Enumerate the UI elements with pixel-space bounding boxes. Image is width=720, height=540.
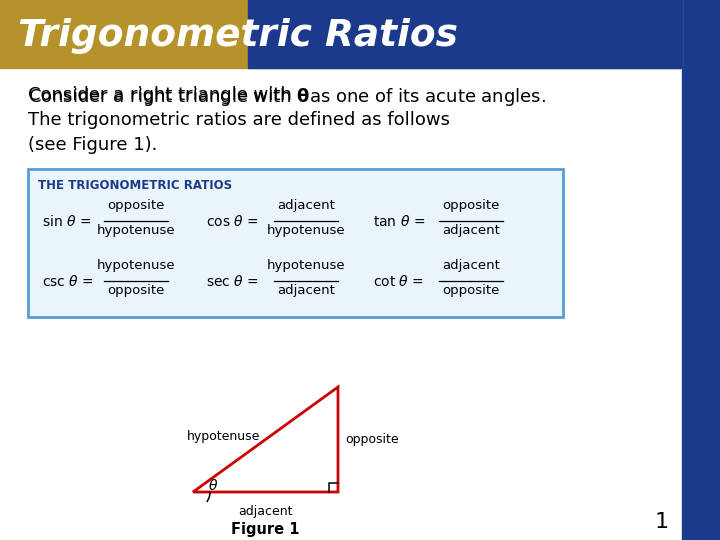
Text: adjacent: adjacent — [238, 505, 293, 518]
Text: Trigonometric Ratios: Trigonometric Ratios — [18, 18, 458, 54]
Text: opposite: opposite — [442, 199, 500, 212]
Text: opposite: opposite — [107, 284, 165, 297]
Bar — [0, 0, 682, 68]
Text: opposite: opposite — [107, 199, 165, 212]
Text: sec $\theta$ =: sec $\theta$ = — [206, 274, 258, 289]
Text: Consider a right triangle with: Consider a right triangle with — [28, 86, 297, 104]
Text: (see Figure 1).: (see Figure 1). — [28, 136, 158, 154]
Bar — [248, 0, 682, 68]
Text: hypotenuse: hypotenuse — [266, 224, 346, 237]
Text: $\theta$: $\theta$ — [208, 478, 218, 494]
Text: adjacent: adjacent — [277, 199, 335, 212]
Text: cos $\theta$ =: cos $\theta$ = — [206, 214, 258, 230]
Text: cot $\theta$ =: cot $\theta$ = — [373, 274, 424, 289]
Text: opposite: opposite — [442, 284, 500, 297]
Text: hypotenuse: hypotenuse — [96, 224, 175, 237]
Text: Figure 1: Figure 1 — [231, 522, 300, 537]
Text: Consider a right triangle with $\bf{\theta}$as one of its acute angles.: Consider a right triangle with $\bf{\the… — [28, 86, 546, 108]
Text: THE TRIGONOMETRIC RATIOS: THE TRIGONOMETRIC RATIOS — [38, 179, 232, 192]
Bar — [682, 0, 720, 540]
Text: The trigonometric ratios are defined as follows: The trigonometric ratios are defined as … — [28, 111, 450, 129]
Text: hypotenuse: hypotenuse — [96, 259, 175, 272]
Text: csc $\theta$ =: csc $\theta$ = — [42, 274, 94, 289]
Text: adjacent: adjacent — [442, 224, 500, 237]
FancyBboxPatch shape — [28, 169, 563, 317]
Text: tan $\theta$ =: tan $\theta$ = — [373, 214, 426, 230]
Text: hypotenuse: hypotenuse — [266, 259, 346, 272]
Text: sin $\theta$ =: sin $\theta$ = — [42, 214, 91, 230]
Text: adjacent: adjacent — [277, 284, 335, 297]
Text: 1: 1 — [655, 512, 669, 532]
Text: adjacent: adjacent — [442, 259, 500, 272]
Text: hypotenuse: hypotenuse — [187, 430, 261, 443]
Text: opposite: opposite — [345, 433, 399, 446]
